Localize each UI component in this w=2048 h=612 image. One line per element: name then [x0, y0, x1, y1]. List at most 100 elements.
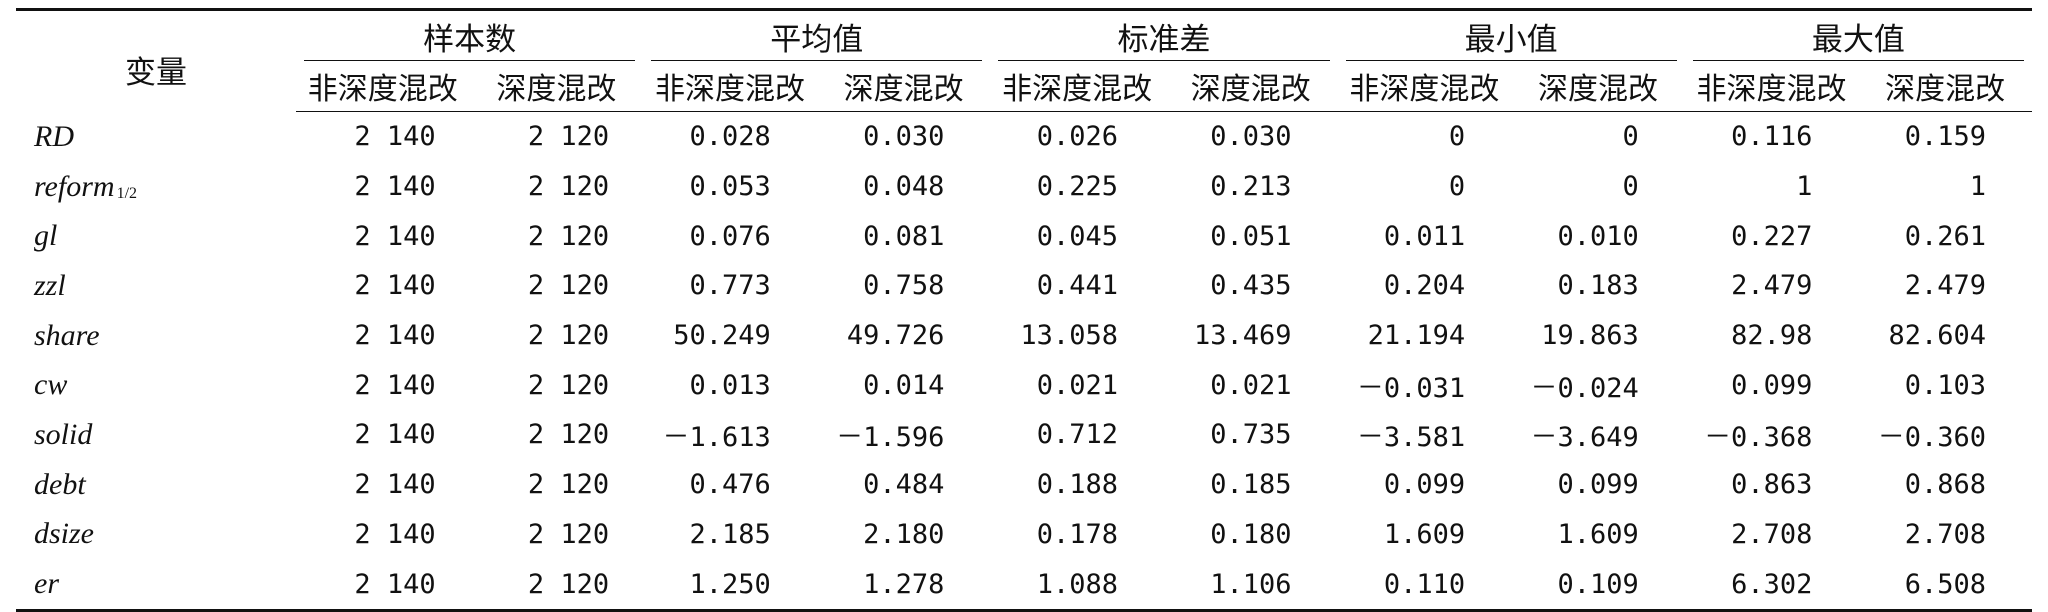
table-row: RD 2 140 2 120 0.028 0.030 0.026 0.030 0 0 0.116 0… [16, 112, 2032, 162]
value-cell: 2 120 [527, 369, 610, 401]
value-cell: 0.021 [1036, 369, 1118, 401]
group-header-mean: 平均值 [643, 8, 991, 61]
value-cell: 0.476 [689, 469, 771, 501]
value-cell: 2 120 [469, 559, 644, 612]
value-cell: 0.180 [1210, 518, 1292, 550]
variable-name-cell: reform 1/2 [16, 162, 296, 212]
table-row: debt 2 140 2 120 0.476 0.484 0.188 0.185 0.099 0… [16, 460, 2032, 510]
value-cell: 1.278 [816, 559, 991, 612]
value-cell: 0.183 [1557, 270, 1639, 302]
value-cell: 0.013 [689, 369, 771, 401]
variable-name-cell: er [16, 559, 296, 612]
subheader-non-deep: 非深度混改 [643, 61, 817, 112]
table-header: 变量 样本数 平均值 标准差 最小值 最大值 [16, 8, 2032, 112]
value-cell: 0.213 [1210, 171, 1292, 203]
variable-name: share [34, 318, 100, 352]
value-cell: 1.250 [643, 559, 817, 612]
variable-name: debt [34, 467, 86, 501]
value-cell: 21.194 [1367, 320, 1466, 352]
value-cell: 1 [1969, 171, 1986, 203]
value-cell: 0.103 [1904, 369, 1986, 401]
group-header-std-dev: 标准差 [990, 8, 1338, 61]
value-cell: 0.030 [1210, 121, 1292, 153]
variable-name: RD [34, 119, 74, 153]
group-header-min: 最小值 [1337, 8, 1685, 61]
value-cell: 2.708 [1731, 518, 1813, 550]
variable-name: er [34, 567, 59, 601]
value-cell: －1.613 [662, 422, 771, 454]
value-cell: 0.014 [863, 369, 945, 401]
group-underline [1345, 60, 1677, 61]
value-cell: 2 140 [354, 369, 436, 401]
value-cell: －0.368 [1704, 422, 1813, 454]
value-cell: 0 [1622, 121, 1639, 153]
variable-name: zzl [34, 268, 66, 302]
value-cell: 0.773 [689, 270, 771, 302]
value-cell: 1 [1796, 171, 1813, 203]
value-cell: 0.441 [1036, 270, 1118, 302]
value-cell: 0.081 [863, 220, 945, 252]
value-cell: 2 140 [354, 419, 436, 451]
subheader-deep: 深度混改 [469, 61, 644, 112]
group-underline [304, 60, 636, 61]
value-cell: 0.011 [1383, 220, 1466, 252]
variable-name-cell: zzl [16, 261, 296, 311]
subheader-deep: 深度混改 [1858, 61, 2032, 112]
value-cell: 2 140 [354, 121, 436, 153]
value-cell: 0.110 [1337, 559, 1512, 612]
value-cell: 0.863 [1731, 469, 1813, 501]
value-cell: 0.225 [1036, 171, 1118, 203]
group-underline [998, 60, 1330, 61]
value-cell: 0.188 [1036, 469, 1118, 501]
value-cell: －3.649 [1530, 422, 1639, 454]
value-cell: 1.106 [1163, 559, 1338, 612]
value-cell: 0.116 [1731, 121, 1813, 153]
value-cell: 0.735 [1210, 419, 1292, 451]
value-cell: 0.484 [863, 469, 945, 501]
value-cell: 0.159 [1904, 121, 1986, 153]
value-cell: 2.479 [1904, 270, 1986, 302]
subheader-non-deep: 非深度混改 [1684, 61, 1859, 112]
value-cell: 6.302 [1684, 559, 1859, 612]
value-cell: 2 140 [354, 469, 436, 501]
value-cell: 2 120 [527, 121, 610, 153]
table-body: RD 2 140 2 120 0.028 0.030 0.026 0.030 0 0 0.116 0… [16, 112, 2032, 612]
value-cell: 2 120 [527, 469, 610, 501]
variable-name-cell: RD [16, 112, 296, 162]
value-cell: 0.051 [1210, 220, 1292, 252]
table-row: dsize 2 140 2 120 2.185 2.180 0.178 0.180 1.609… [16, 510, 2032, 560]
value-cell: 0.099 [1731, 369, 1813, 401]
value-cell: 1.088 [990, 559, 1164, 612]
variable-name-cell: share [16, 311, 296, 361]
value-cell: 49.726 [846, 320, 945, 352]
value-cell: 13.469 [1194, 320, 1292, 352]
value-cell: 0 [1448, 171, 1466, 203]
table-row: reform 1/2 2 140 2 120 0.053 0.048 0.225 0.213 0… [16, 162, 2032, 212]
value-cell: 0.030 [863, 121, 945, 153]
value-cell: 2.185 [689, 518, 771, 550]
value-cell: －0.031 [1356, 372, 1466, 404]
group-header-sample-size: 样本数 [296, 8, 644, 61]
value-cell: 2 120 [527, 171, 610, 203]
value-cell: 0.045 [1036, 220, 1118, 252]
value-cell: 2 140 [354, 171, 436, 203]
subheader-deep: 深度混改 [816, 61, 991, 112]
subheader-non-deep: 非深度混改 [296, 61, 470, 112]
value-cell: 0.261 [1904, 220, 1986, 252]
group-underline [651, 60, 983, 61]
value-cell: 0.185 [1210, 469, 1292, 501]
value-cell: 0.010 [1557, 220, 1639, 252]
value-cell: 2 140 [354, 518, 436, 550]
value-cell: 0 [1448, 121, 1466, 153]
value-cell: 19.863 [1541, 320, 1639, 352]
value-cell: 0.099 [1383, 469, 1466, 501]
value-cell: 0.758 [863, 270, 945, 302]
table-row: zzl 2 140 2 120 0.773 0.758 0.441 0.435 0.204 0.… [16, 261, 2032, 311]
value-cell: 1.609 [1557, 518, 1639, 550]
value-cell: 0.868 [1904, 469, 1986, 501]
table-row: share 2 140 2 120 50.249 49.726 13.058 13.469 2… [16, 311, 2032, 361]
variable-name: gl [34, 219, 58, 253]
group-label: 标准差 [1117, 21, 1211, 58]
value-cell: 2 120 [527, 220, 610, 252]
value-cell: 2 120 [527, 419, 610, 451]
